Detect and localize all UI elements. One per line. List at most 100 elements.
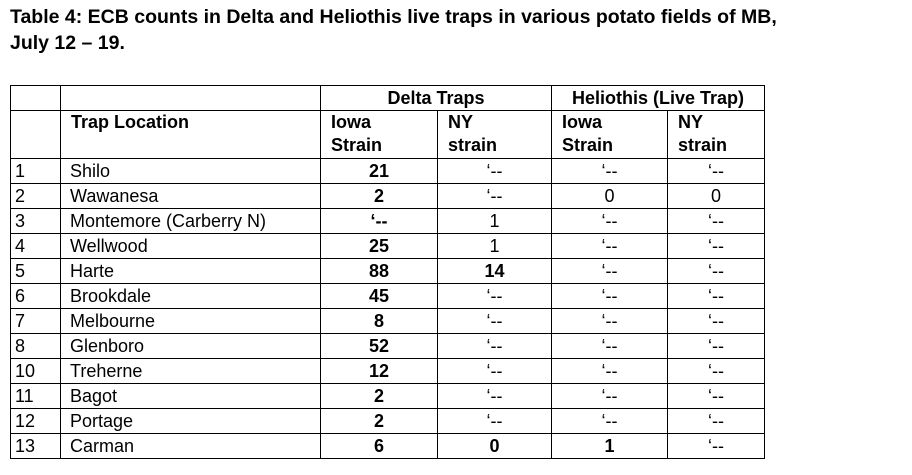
group-header-row: Delta Traps Heliothis (Live Trap) bbox=[10, 85, 765, 111]
table-cell: ‘-- bbox=[437, 333, 552, 359]
table-cell: Treherne bbox=[60, 358, 321, 384]
table-cell: ‘-- bbox=[551, 333, 668, 359]
table-cell: 6 bbox=[320, 433, 438, 459]
table-cell: ‘-- bbox=[667, 358, 765, 384]
table-cell: Carman bbox=[60, 433, 321, 459]
column-header-line: NY bbox=[448, 112, 474, 132]
column-header-row: Trap Location Iowa Strain NY strain Iowa Strai… bbox=[10, 110, 765, 159]
group-header-text: Delta Traps bbox=[387, 88, 485, 108]
table-row: 1 Shilo 21 ‘-- ‘-- ‘-- bbox=[10, 158, 765, 184]
table-cell: 0 bbox=[667, 183, 765, 209]
table-cell: ‘-- bbox=[437, 308, 552, 334]
column-header: Trap Location bbox=[60, 110, 321, 159]
column-header: NY strain bbox=[667, 110, 765, 159]
column-header-line: strain bbox=[678, 135, 728, 155]
table-cell: 7 bbox=[10, 308, 61, 334]
table-cell: ‘-- bbox=[437, 183, 552, 209]
table-cell: Montemore (Carberry N) bbox=[60, 208, 321, 234]
table-cell: 2 bbox=[320, 383, 438, 409]
table-cell: 6 bbox=[10, 283, 61, 309]
column-header: Iowa Strain bbox=[551, 110, 668, 159]
title: Table 4: ECB counts in Delta and Helioth… bbox=[10, 4, 777, 56]
data-table: Delta Traps Heliothis (Live Trap) Trap Loc… bbox=[10, 85, 765, 459]
title-line: July 12 – 19. bbox=[10, 32, 125, 54]
table-row: 7 Melbourne 8 ‘-- ‘-- ‘-- bbox=[10, 308, 765, 334]
group-header: Heliothis (Live Trap) bbox=[551, 85, 765, 111]
table-cell: 2 bbox=[10, 183, 61, 209]
table-cell: ‘-- bbox=[667, 258, 765, 284]
column-header-line: Strain bbox=[562, 135, 614, 155]
table-cell: ‘-- bbox=[667, 158, 765, 184]
column-header-line: Iowa bbox=[331, 112, 372, 132]
column-header-line: NY bbox=[678, 112, 704, 132]
table-cell: 13 bbox=[10, 433, 61, 459]
table-cell: 2 bbox=[320, 408, 438, 434]
table-row: 4 Wellwood 25 1 ‘-- ‘-- bbox=[10, 233, 765, 259]
table-cell: Wawanesa bbox=[60, 183, 321, 209]
table-cell: ‘-- bbox=[551, 383, 668, 409]
title-line: Table 4: ECB counts in Delta and Helioth… bbox=[10, 6, 777, 28]
table-cell: ‘-- bbox=[551, 158, 668, 184]
table-cell: 2 bbox=[320, 183, 438, 209]
table-cell: Shilo bbox=[60, 158, 321, 184]
table-cell: ‘-- bbox=[551, 283, 668, 309]
table-cell: ‘-- bbox=[551, 308, 668, 334]
table-cell: ‘-- bbox=[551, 358, 668, 384]
table-cell: ‘-- bbox=[551, 208, 668, 234]
table-cell: ‘-- bbox=[320, 208, 438, 234]
table-cell: 14 bbox=[437, 258, 552, 284]
table-cell: ‘-- bbox=[667, 208, 765, 234]
table-row: 11 Bagot 2 ‘-- ‘-- ‘-- bbox=[10, 383, 765, 409]
table-cell: 21 bbox=[320, 158, 438, 184]
table-cell: ‘-- bbox=[437, 358, 552, 384]
table-cell: ‘-- bbox=[437, 408, 552, 434]
table-cell: 1 bbox=[437, 233, 552, 259]
table-cell: 1 bbox=[437, 208, 552, 234]
column-header-line: strain bbox=[448, 135, 498, 155]
table-cell: ‘-- bbox=[667, 433, 765, 459]
table-cell: 25 bbox=[320, 233, 438, 259]
table-row: 13 Carman 6 0 1 ‘-- bbox=[10, 433, 765, 459]
table-row: 8 Glenboro 52 ‘-- ‘-- ‘-- bbox=[10, 333, 765, 359]
column-header: Iowa Strain bbox=[320, 110, 438, 159]
table-cell: ‘-- bbox=[551, 258, 668, 284]
table-cell: 52 bbox=[320, 333, 438, 359]
group-header-text: Heliothis (Live Trap) bbox=[571, 88, 745, 108]
table-cell: ‘-- bbox=[437, 283, 552, 309]
table-cell: 11 bbox=[10, 383, 61, 409]
column-header-line: Strain bbox=[331, 135, 383, 155]
table-cell: 12 bbox=[10, 408, 61, 434]
table-cell: ‘-- bbox=[551, 233, 668, 259]
table-cell: Glenboro bbox=[60, 333, 321, 359]
table-row: 3 Montemore (Carberry N) ‘-- 1 ‘-- ‘-- bbox=[10, 208, 765, 234]
table-cell: Melbourne bbox=[60, 308, 321, 334]
table-row: 10 Treherne 12 ‘-- ‘-- ‘-- bbox=[10, 358, 765, 384]
table-cell: 0 bbox=[551, 183, 668, 209]
table-row: 2 Wawanesa 2 ‘-- 0 0 bbox=[10, 183, 765, 209]
table-cell: ‘-- bbox=[667, 308, 765, 334]
column-header: NY strain bbox=[437, 110, 552, 159]
group-header: Delta Traps bbox=[320, 85, 552, 111]
table-cell: ‘-- bbox=[551, 408, 668, 434]
header-cell bbox=[60, 85, 321, 111]
table-cell: 8 bbox=[320, 308, 438, 334]
table-cell: 88 bbox=[320, 258, 438, 284]
table-cell: 1 bbox=[10, 158, 61, 184]
table-cell: ‘-- bbox=[437, 383, 552, 409]
column-header-line: Trap Location bbox=[71, 112, 190, 132]
table-cell: Brookdale bbox=[60, 283, 321, 309]
table-cell: ‘-- bbox=[667, 333, 765, 359]
header-cell bbox=[10, 110, 61, 159]
table-cell: 4 bbox=[10, 233, 61, 259]
table-cell: 45 bbox=[320, 283, 438, 309]
table-cell: 10 bbox=[10, 358, 61, 384]
column-header-line: Iowa bbox=[562, 112, 603, 132]
table-cell: Bagot bbox=[60, 383, 321, 409]
table-cell: ‘-- bbox=[667, 283, 765, 309]
table-cell: 1 bbox=[551, 433, 668, 459]
table-cell: Portage bbox=[60, 408, 321, 434]
table-cell: 5 bbox=[10, 258, 61, 284]
table-row: 12 Portage 2 ‘-- ‘-- ‘-- bbox=[10, 408, 765, 434]
table-cell: 3 bbox=[10, 208, 61, 234]
